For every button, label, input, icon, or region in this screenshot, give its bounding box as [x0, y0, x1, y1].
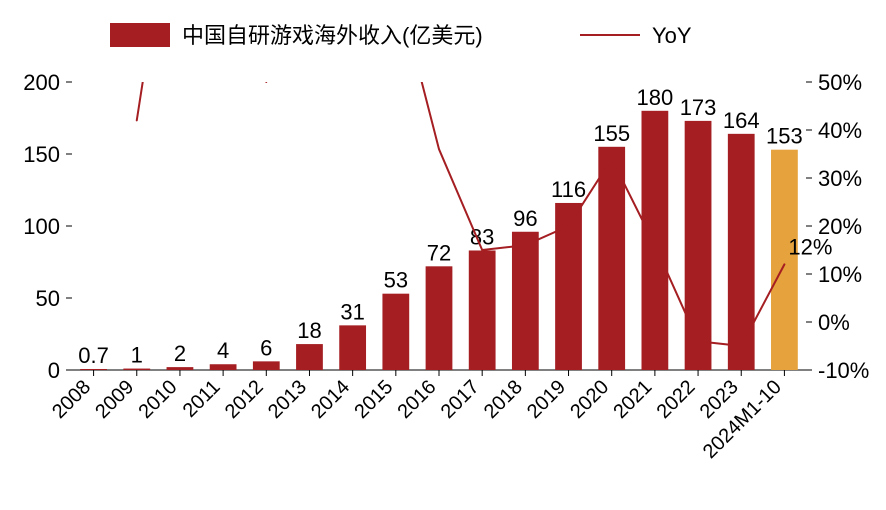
bar — [210, 364, 237, 370]
bar-value-label: 72 — [427, 240, 451, 265]
x-category-label: 2012 — [221, 376, 268, 423]
bar — [728, 134, 755, 370]
bar — [382, 294, 409, 370]
x-category-label: 2009 — [91, 376, 138, 423]
y-left-label: 200 — [23, 70, 60, 95]
bar — [123, 369, 150, 370]
bar — [641, 111, 668, 370]
x-category-label: 2018 — [480, 376, 527, 423]
bar — [80, 369, 107, 370]
bar — [512, 232, 539, 370]
bar — [555, 203, 582, 370]
bar-value-label: 53 — [384, 268, 408, 293]
bar-value-label: 164 — [723, 108, 760, 133]
bar-value-label: 155 — [593, 121, 630, 146]
bar-value-label: 153 — [766, 124, 803, 149]
chart-svg: 中国自研游戏海外收入(亿美元) YoY 0 50 100 150 200 -10% 0% 10% 2… — [0, 0, 886, 510]
x-category-label: 2015 — [350, 376, 397, 423]
bar-value-label: 31 — [340, 299, 364, 324]
y-right-label: 0% — [818, 310, 850, 335]
bar-value-label: 96 — [513, 206, 537, 231]
x-category-label: 2013 — [264, 376, 311, 423]
y-right-label: 40% — [818, 118, 862, 143]
x-category-label: 2008 — [48, 376, 95, 423]
bar — [469, 250, 496, 370]
x-category-label: 2021 — [609, 376, 656, 423]
line-end-label: 12% — [788, 234, 832, 259]
x-category-label: 2016 — [394, 376, 441, 423]
bar-value-label: 18 — [297, 318, 321, 343]
x-category-label: 2022 — [653, 376, 700, 423]
legend-label-line: YoY — [652, 23, 692, 48]
y-right-label: 10% — [818, 262, 862, 287]
bar-value-label: 180 — [637, 85, 674, 110]
bar-value-label: 4 — [217, 338, 229, 363]
bar — [426, 266, 453, 370]
x-category-label: 2014 — [307, 376, 354, 423]
bar — [685, 121, 712, 370]
bar — [167, 367, 194, 370]
y-right-label: -10% — [818, 358, 869, 383]
y-left-label: 100 — [23, 214, 60, 239]
legend-swatch-bar — [110, 23, 170, 47]
x-category-label: 2020 — [566, 376, 613, 423]
y-left-label: 50 — [36, 286, 60, 311]
bar — [771, 150, 798, 370]
bar-value-label: 116 — [551, 177, 586, 202]
bar-value-label: 1 — [131, 343, 143, 368]
bar-value-label: 2 — [174, 341, 186, 366]
bar — [339, 325, 366, 370]
bar — [253, 361, 280, 370]
y-right-label: 50% — [818, 70, 862, 95]
x-category-label: 2010 — [134, 376, 181, 423]
y-right-label: 30% — [818, 166, 862, 191]
bar-value-label: 6 — [260, 335, 272, 360]
y-left-label: 0 — [48, 358, 60, 383]
x-category-label: 2017 — [437, 376, 484, 423]
x-category-label: 2019 — [523, 376, 570, 423]
legend-label-bar: 中国自研游戏海外收入(亿美元) — [182, 23, 483, 48]
chart-container: 中国自研游戏海外收入(亿美元) YoY 0 50 100 150 200 -10% 0% 10% 2… — [0, 0, 886, 510]
bar-value-label: 0.7 — [78, 343, 109, 368]
bar-value-label: 173 — [680, 95, 717, 120]
x-category-label: 2011 — [179, 376, 225, 422]
bar — [598, 147, 625, 370]
bar — [296, 344, 323, 370]
y-left-label: 150 — [23, 142, 60, 167]
